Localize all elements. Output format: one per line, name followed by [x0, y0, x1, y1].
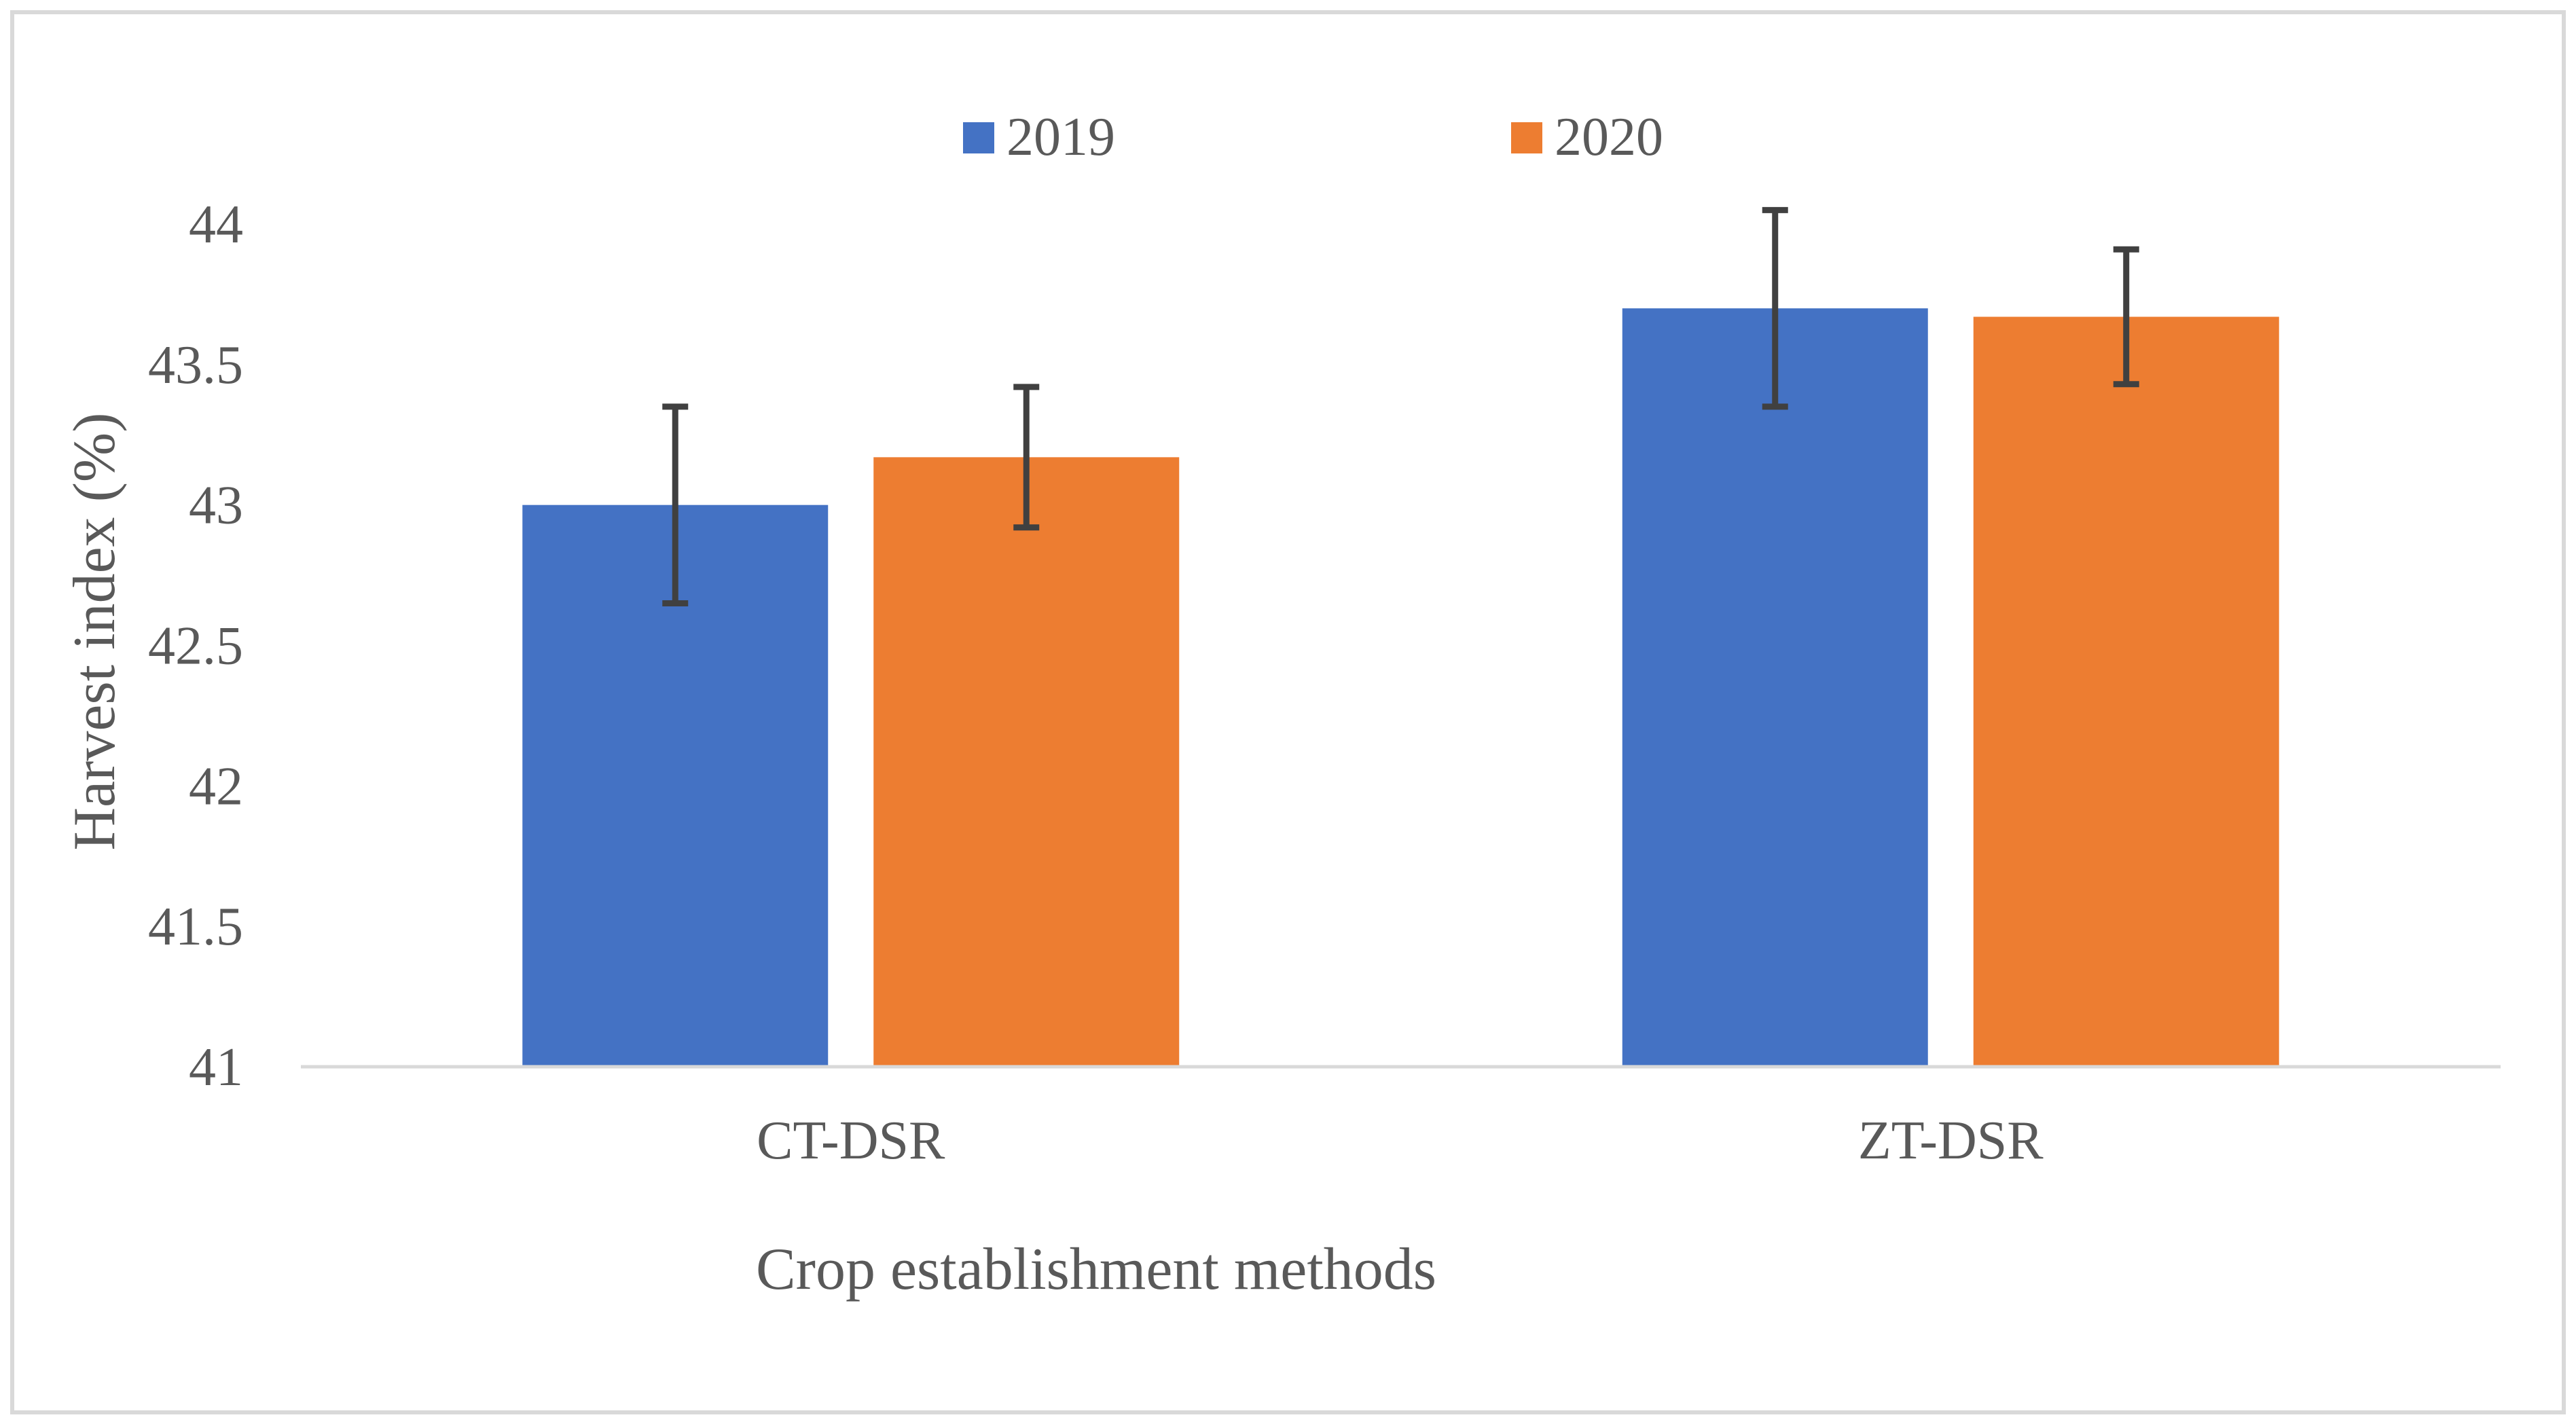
- bar-2020-ZT-DSR: [1973, 316, 2279, 1067]
- legend-swatch-2019: [963, 122, 994, 153]
- bar-2019-ZT-DSR: [1622, 308, 1928, 1067]
- y-tick-label: 42: [189, 756, 243, 816]
- bars: [522, 308, 2279, 1067]
- x-axis-title: Crop establishment methods: [756, 1237, 1436, 1302]
- y-tick-label: 43.5: [148, 335, 243, 395]
- y-axis-title: Harvest index (%): [62, 412, 128, 850]
- legend-label-2020: 2020: [1555, 107, 1663, 167]
- bar-2020-CT-DSR: [873, 457, 1180, 1067]
- legend-swatch-2020: [1511, 122, 1542, 153]
- legend: 2019 2020: [963, 107, 1663, 167]
- x-axis-ticks: CT-DSR ZT-DSR: [757, 1111, 2044, 1171]
- error-bars: [662, 206, 2139, 606]
- x-tick-label: CT-DSR: [757, 1111, 945, 1171]
- y-tick-label: 42.5: [148, 617, 243, 676]
- y-tick-label: 43: [189, 476, 243, 536]
- y-tick-label: 44: [189, 195, 243, 255]
- legend-label-2019: 2019: [1006, 107, 1115, 167]
- y-tick-label: 41.5: [148, 897, 243, 957]
- x-tick-label: ZT-DSR: [1858, 1111, 2044, 1171]
- y-tick-label: 41: [189, 1038, 243, 1097]
- y-axis-ticks: 41 41.5 42 42.5 43 43.5 44: [148, 195, 243, 1097]
